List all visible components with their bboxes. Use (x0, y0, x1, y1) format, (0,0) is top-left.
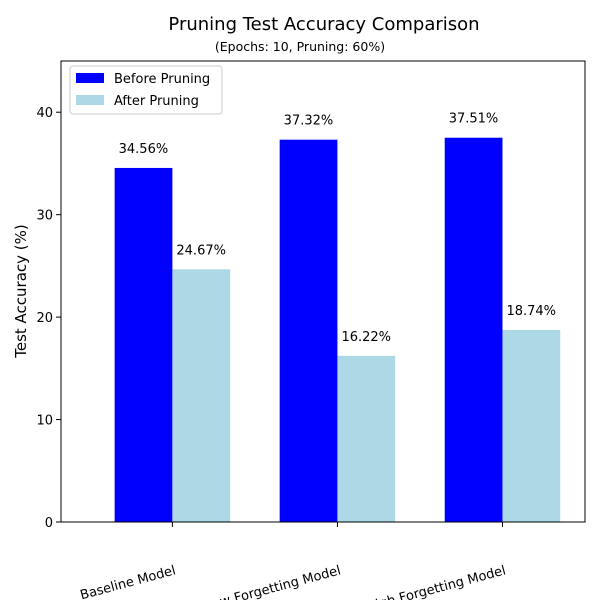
data-labels-layer: 34.56% 37.32% 37.51% 24.67% 16.22% 18.74% (119, 112, 556, 345)
legend-swatch-before-pruning (76, 73, 104, 83)
data-label-after-pruning-low-forgetting-model: 16.22% (341, 330, 391, 345)
legend-label-before-pruning: Before Pruning (114, 72, 210, 87)
data-label-before-pruning-low-forgetting-model: 37.32% (284, 114, 334, 129)
y-tick-label-0: 0 (45, 516, 53, 531)
legend: Before Pruning After Pruning (69, 65, 223, 115)
data-label-after-pruning-baseline-model: 24.67% (176, 243, 226, 258)
y-tick-label-30: 30 (36, 209, 53, 224)
bars-layer (114, 137, 561, 523)
data-label-after-pruning-high-forgetting-model: 18.74% (506, 304, 556, 319)
bar-after-pruning-baseline-model (172, 269, 231, 522)
legend-box (69, 65, 223, 115)
bar-before-pruning-baseline-model (114, 167, 173, 522)
bar-before-pruning-high-forgetting-model (444, 137, 503, 523)
legend-swatch-after-pruning (76, 95, 104, 105)
axes-frame (60, 60, 586, 523)
y-tick-label-40: 40 (36, 106, 53, 121)
y-tick-label-10: 10 (36, 414, 53, 429)
bar-after-pruning-high-forgetting-model (502, 330, 561, 522)
bar-before-pruning-low-forgetting-model (279, 139, 338, 522)
y-axis-label: Test Accuracy (%) (12, 224, 30, 359)
data-label-before-pruning-baseline-model: 34.56% (119, 142, 169, 157)
data-label-before-pruning-high-forgetting-model: 37.51% (449, 112, 499, 127)
y-tick-label-20: 20 (36, 311, 53, 326)
legend-label-after-pruning: After Pruning (114, 94, 199, 109)
bar-after-pruning-low-forgetting-model (337, 355, 396, 522)
chart-title: Pruning Test Accuracy Comparison (168, 14, 479, 35)
chart-subtitle: (Epochs: 10, Pruning: 60%) (215, 39, 385, 54)
